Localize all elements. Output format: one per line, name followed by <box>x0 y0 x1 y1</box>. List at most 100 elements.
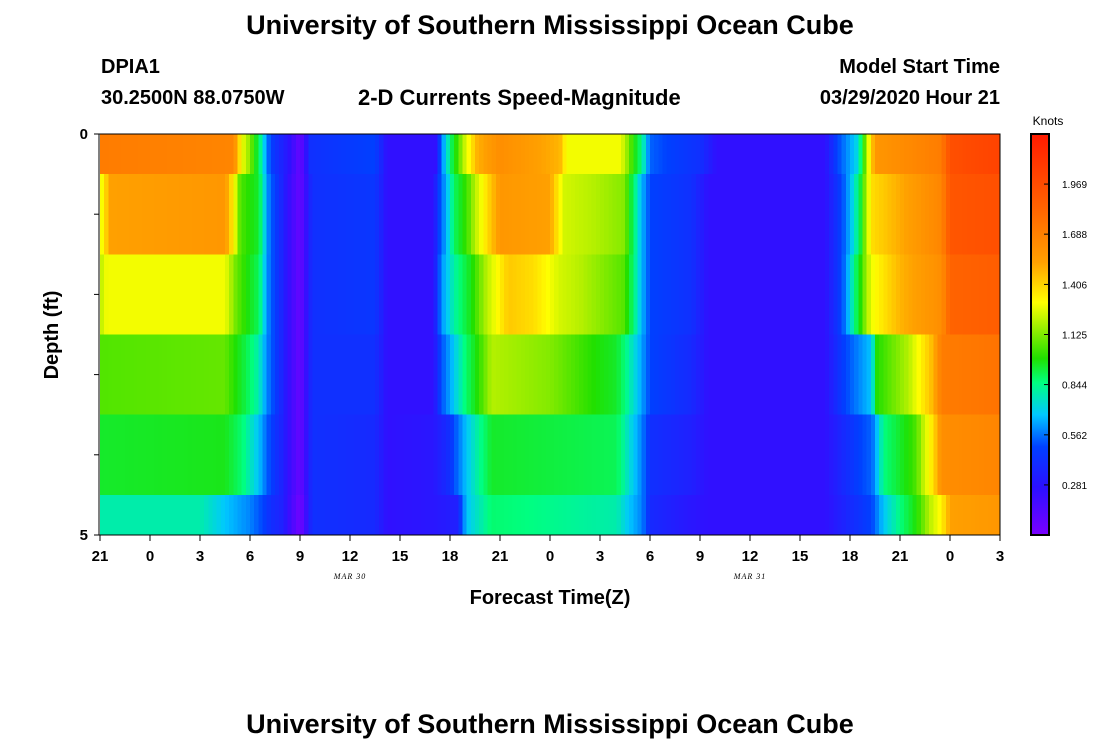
heatmap-cell <box>570 494 576 536</box>
heatmap-cell <box>237 254 243 336</box>
heatmap-cell <box>766 414 772 496</box>
heatmap-cell <box>433 134 439 175</box>
heatmap-cell <box>987 174 993 255</box>
heatmap-cell <box>429 174 434 255</box>
heatmap-cell <box>404 334 409 416</box>
heatmap-cell <box>804 334 809 416</box>
heatmap-cell <box>633 134 639 175</box>
heatmap-cell <box>950 254 955 336</box>
heatmap-cell <box>929 254 934 336</box>
heatmap-cell <box>645 254 651 336</box>
heatmap-cell <box>237 334 243 416</box>
heatmap-cell <box>470 414 476 496</box>
heatmap-cell <box>800 334 805 416</box>
heatmap-cell <box>795 334 801 416</box>
heatmap-cell <box>195 494 201 536</box>
heatmap-cell <box>300 494 305 536</box>
heatmap-cell <box>237 494 243 536</box>
heatmap-cell <box>162 494 168 536</box>
heatmap-cell <box>695 134 701 175</box>
heatmap-cell <box>325 334 330 416</box>
heatmap-cell <box>362 254 368 336</box>
heatmap-cell <box>991 254 997 336</box>
heatmap-cell <box>958 254 964 336</box>
heatmap-cell <box>358 494 364 536</box>
heatmap-cell <box>212 174 218 255</box>
heatmap-cell <box>491 134 497 175</box>
heatmap-cell <box>791 174 797 255</box>
heatmap-cell <box>354 174 359 255</box>
heatmap-cell <box>970 334 976 416</box>
heatmap-cell <box>995 174 1001 255</box>
heatmap-cell <box>916 334 922 416</box>
heatmap-cell <box>120 334 126 416</box>
heatmap-cell <box>291 174 297 255</box>
heatmap-cell <box>354 414 359 496</box>
heatmap-cell <box>350 174 355 255</box>
heatmap-cell <box>412 494 418 536</box>
heatmap-cell <box>391 414 397 496</box>
heatmap-cell <box>866 414 872 496</box>
heatmap-cell <box>925 134 930 175</box>
heatmap-cell <box>216 494 222 536</box>
heatmap-cell <box>870 174 876 255</box>
heatmap-cell <box>816 334 822 416</box>
heatmap-cell <box>879 414 884 496</box>
heatmap-cell <box>400 254 405 336</box>
heatmap-cell <box>391 134 397 175</box>
heatmap-cell <box>108 334 114 416</box>
heatmap-cell <box>500 254 505 336</box>
heatmap-cell <box>795 414 801 496</box>
heatmap-cell <box>300 254 305 336</box>
heatmap-cell <box>725 134 730 175</box>
heatmap-cell <box>320 134 326 175</box>
heatmap-cell <box>850 134 855 175</box>
heatmap-cell <box>541 494 547 536</box>
heatmap-cell <box>175 134 180 175</box>
heatmap-cell <box>583 174 589 255</box>
heatmap-cell <box>162 174 168 255</box>
heatmap-cell <box>358 414 364 496</box>
heatmap-cell <box>420 254 426 336</box>
heatmap-cell <box>829 494 834 536</box>
heatmap-cell <box>950 334 955 416</box>
heatmap-cell <box>516 254 522 336</box>
heatmap-cell <box>237 414 243 496</box>
heatmap-cell <box>341 414 347 496</box>
heatmap-cell <box>108 134 114 175</box>
colorbar-tick-label: 0.844 <box>1062 381 1087 392</box>
heatmap-cell <box>604 174 609 255</box>
heatmap-cell <box>354 134 359 175</box>
heatmap-cell <box>837 254 843 336</box>
heatmap-cell <box>604 494 609 536</box>
heatmap-cell <box>512 254 518 336</box>
heatmap-cell <box>425 334 430 416</box>
heatmap-cell <box>920 334 926 416</box>
heatmap-cell <box>191 414 197 496</box>
heatmap-cell <box>466 174 472 255</box>
heatmap-cell <box>558 174 564 255</box>
heatmap-cell <box>929 174 934 255</box>
heatmap-cell <box>504 174 509 255</box>
heatmap-cell <box>291 334 297 416</box>
heatmap-cell <box>520 174 526 255</box>
heatmap-cell <box>912 494 918 536</box>
heatmap-cell <box>620 174 626 255</box>
heatmap-cell <box>487 254 493 336</box>
heatmap-cell <box>941 334 947 416</box>
heatmap-cell <box>979 174 984 255</box>
heatmap-cell <box>766 254 772 336</box>
heatmap-cell <box>895 254 901 336</box>
heatmap-cell <box>433 494 439 536</box>
heatmap-cell <box>733 134 739 175</box>
heatmap-cell <box>258 254 264 336</box>
heatmap-cell <box>770 414 776 496</box>
heatmap-cell <box>120 494 126 536</box>
heatmap-cell <box>691 494 697 536</box>
heatmap-cell <box>316 254 322 336</box>
heatmap-cell <box>125 414 130 496</box>
heatmap-cell <box>933 174 939 255</box>
heatmap-cell <box>912 414 918 496</box>
heatmap-cell <box>845 254 851 336</box>
heatmap-cell <box>416 414 422 496</box>
